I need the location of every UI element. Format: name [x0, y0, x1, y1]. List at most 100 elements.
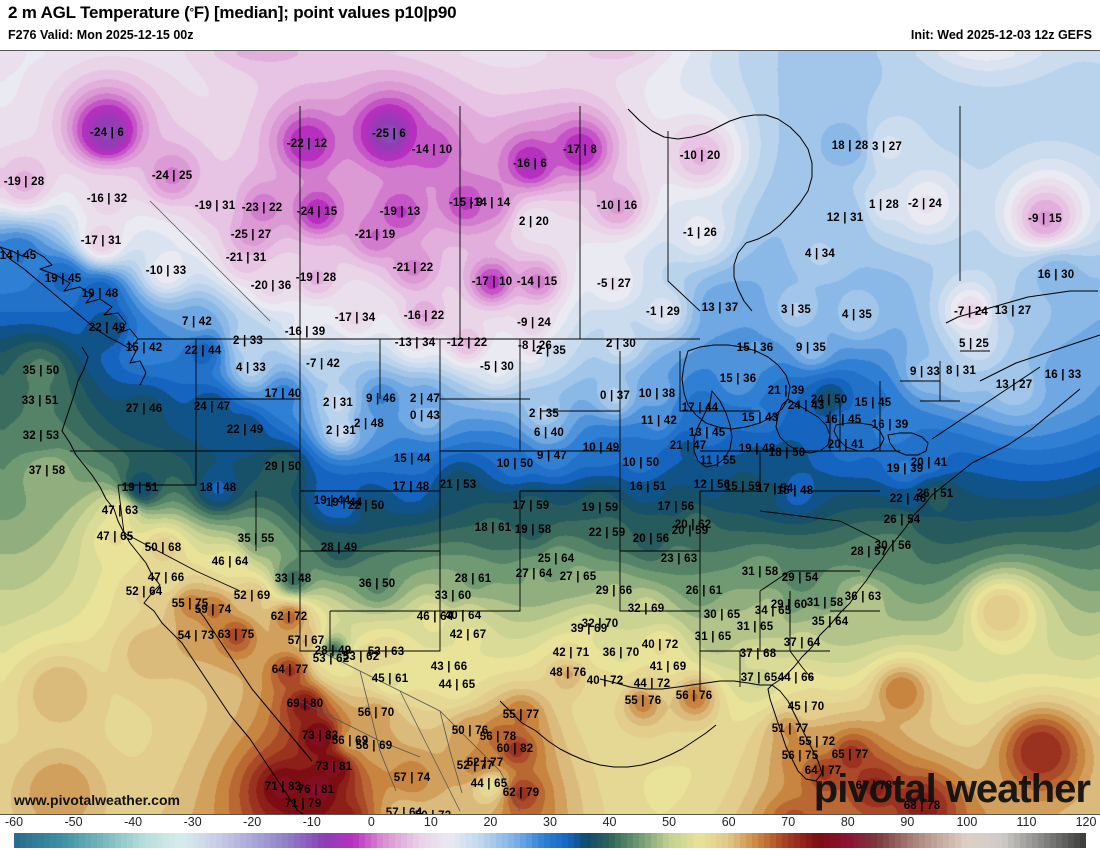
colorbar-segment: [127, 833, 134, 848]
point-value-label: 20 | 41: [827, 439, 865, 451]
point-value-label: -19 | 28: [3, 176, 45, 188]
point-value-label: 40 | 72: [586, 675, 624, 687]
point-value-label: 15 | 45: [854, 397, 892, 409]
colorbar-segment: [454, 833, 461, 848]
point-value-label: 2 | 47: [410, 393, 440, 405]
map-header: 2 m AGL Temperature (°F) [median]; point…: [0, 0, 1100, 50]
colorbar-segment: [895, 833, 902, 848]
point-value-label: 57 | 64: [385, 807, 423, 815]
point-value-label: 65 | 77: [831, 749, 869, 761]
colorbar-segment: [978, 833, 985, 848]
colorbar-segment: [317, 833, 324, 848]
colorbar-segment: [79, 833, 86, 848]
colorbar-segment: [424, 833, 431, 848]
point-value-label: 2 | 33: [233, 335, 263, 347]
colorbar-segment: [275, 833, 282, 848]
point-value-label: 18 | 61: [474, 522, 512, 534]
colorbar-segment: [936, 833, 943, 848]
colorbar-segment: [180, 833, 187, 848]
colorbar-segment: [174, 833, 181, 848]
colorbar-segment: [686, 833, 693, 848]
colorbar-tick: 0: [367, 815, 375, 829]
colorbar-segment: [400, 833, 407, 848]
point-value-label: 36 | 70: [602, 647, 640, 659]
colorbar-segment: [442, 833, 449, 848]
point-value-label: 53 | 63: [367, 646, 405, 658]
colorbar-segment: [323, 833, 330, 848]
point-value-label: -5 | 30: [479, 361, 515, 373]
colorbar-segment: [609, 833, 616, 848]
point-value-label: 4 | 33: [236, 362, 266, 374]
point-value-label: 13 | 37: [701, 302, 739, 314]
point-value-label: 22 | 59: [588, 527, 626, 539]
point-value-label: 17 | 40: [264, 388, 302, 400]
point-value-label: 31 | 65: [736, 621, 774, 633]
colorbar-segment: [960, 833, 967, 848]
point-value-label: 29 | 50: [264, 461, 302, 473]
colorbar-segment: [210, 833, 217, 848]
colorbar-segment: [847, 833, 854, 848]
colorbar-segment: [156, 833, 163, 848]
colorbar-segment: [567, 833, 574, 848]
point-value-label: 19 | 51: [121, 482, 159, 494]
colorbar-segment: [466, 833, 473, 848]
map-viewport[interactable]: -24 | 6 -19 | 28 -16 | 32 -24 | 25 -19 | 31-…: [0, 50, 1100, 815]
point-value-label: 12 | 56: [693, 479, 731, 491]
colorbar-segment: [615, 833, 622, 848]
colorbar-segment: [472, 833, 479, 848]
point-value-label: 19 | 48: [738, 443, 776, 455]
point-value-label: 32 | 70: [581, 618, 619, 630]
colorbar-segment: [811, 833, 818, 848]
url-watermark: www.pivotalweather.com: [14, 792, 180, 808]
point-value-label: -19 | 28: [295, 272, 337, 284]
title-suffix: F) [median]; point values p10|p90: [193, 3, 457, 22]
colorbar-segment: [692, 833, 699, 848]
colorbar-segment: [531, 833, 538, 848]
colorbar-segment: [650, 833, 657, 848]
colorbar-segment: [490, 833, 497, 848]
colorbar-gradient[interactable]: [14, 833, 1086, 848]
point-value-label: 44 | 65: [438, 679, 476, 691]
colorbar-segment: [627, 833, 634, 848]
colorbar-tick: -40: [124, 815, 143, 829]
point-value-label: 20 | 41: [910, 457, 948, 469]
point-value-label: -8 | 26: [517, 340, 553, 352]
colorbar-segment: [573, 833, 580, 848]
point-value-label: -14 | 10: [411, 144, 453, 156]
colorbar-segment: [61, 833, 68, 848]
point-value-label: 45 | 70: [787, 701, 825, 713]
colorbar-segment: [698, 833, 705, 848]
title-prefix: 2 m AGL Temperature (: [8, 3, 190, 22]
colorbar-segment: [240, 833, 247, 848]
colorbar-segment: [674, 833, 681, 848]
colorbar-segment: [1002, 833, 1009, 848]
point-value-label: -15 | 9: [448, 197, 484, 209]
colorbar-segment: [591, 833, 598, 848]
point-value-label: -1 | 26: [682, 227, 718, 239]
brand-watermark: pivotal weather: [813, 767, 1091, 811]
point-value-label: 28 | 61: [454, 573, 492, 585]
colorbar-segment: [1014, 833, 1021, 848]
point-value-label: 63 | 75: [217, 629, 255, 641]
point-value-label: 17 | 56: [657, 501, 695, 513]
colorbar-segment: [543, 833, 550, 848]
point-value-label: 44 | 72: [633, 678, 671, 690]
colorbar-segment: [1067, 833, 1074, 848]
point-value-label: -7 | 24: [953, 306, 989, 318]
point-value-label: 62 | 72: [270, 611, 308, 623]
point-value-label: 4 | 35: [842, 309, 872, 321]
point-value-label: 71 | 83: [264, 781, 302, 793]
colorbar-segment: [525, 833, 532, 848]
colorbar-tick-labels: -60 -50 -40 -30 -20 -10 0 10 20 30 40 50 60 70 80 90 100…: [0, 815, 1100, 833]
colorbar-segment: [555, 833, 562, 848]
point-value-label: -13 | 34: [394, 337, 436, 349]
colorbar-segment: [793, 833, 800, 848]
point-value-label: 56 | 76: [675, 690, 713, 702]
point-value-label: 9 | 33: [910, 366, 940, 378]
point-value-label: -5 | 27: [596, 278, 632, 290]
point-value-label: 19 | 59: [581, 502, 619, 514]
point-value-label: 27 | 65: [559, 571, 597, 583]
point-value-label: 28 | 49: [314, 645, 352, 657]
colorbar-segment: [948, 833, 955, 848]
colorbar-segment: [889, 833, 896, 848]
